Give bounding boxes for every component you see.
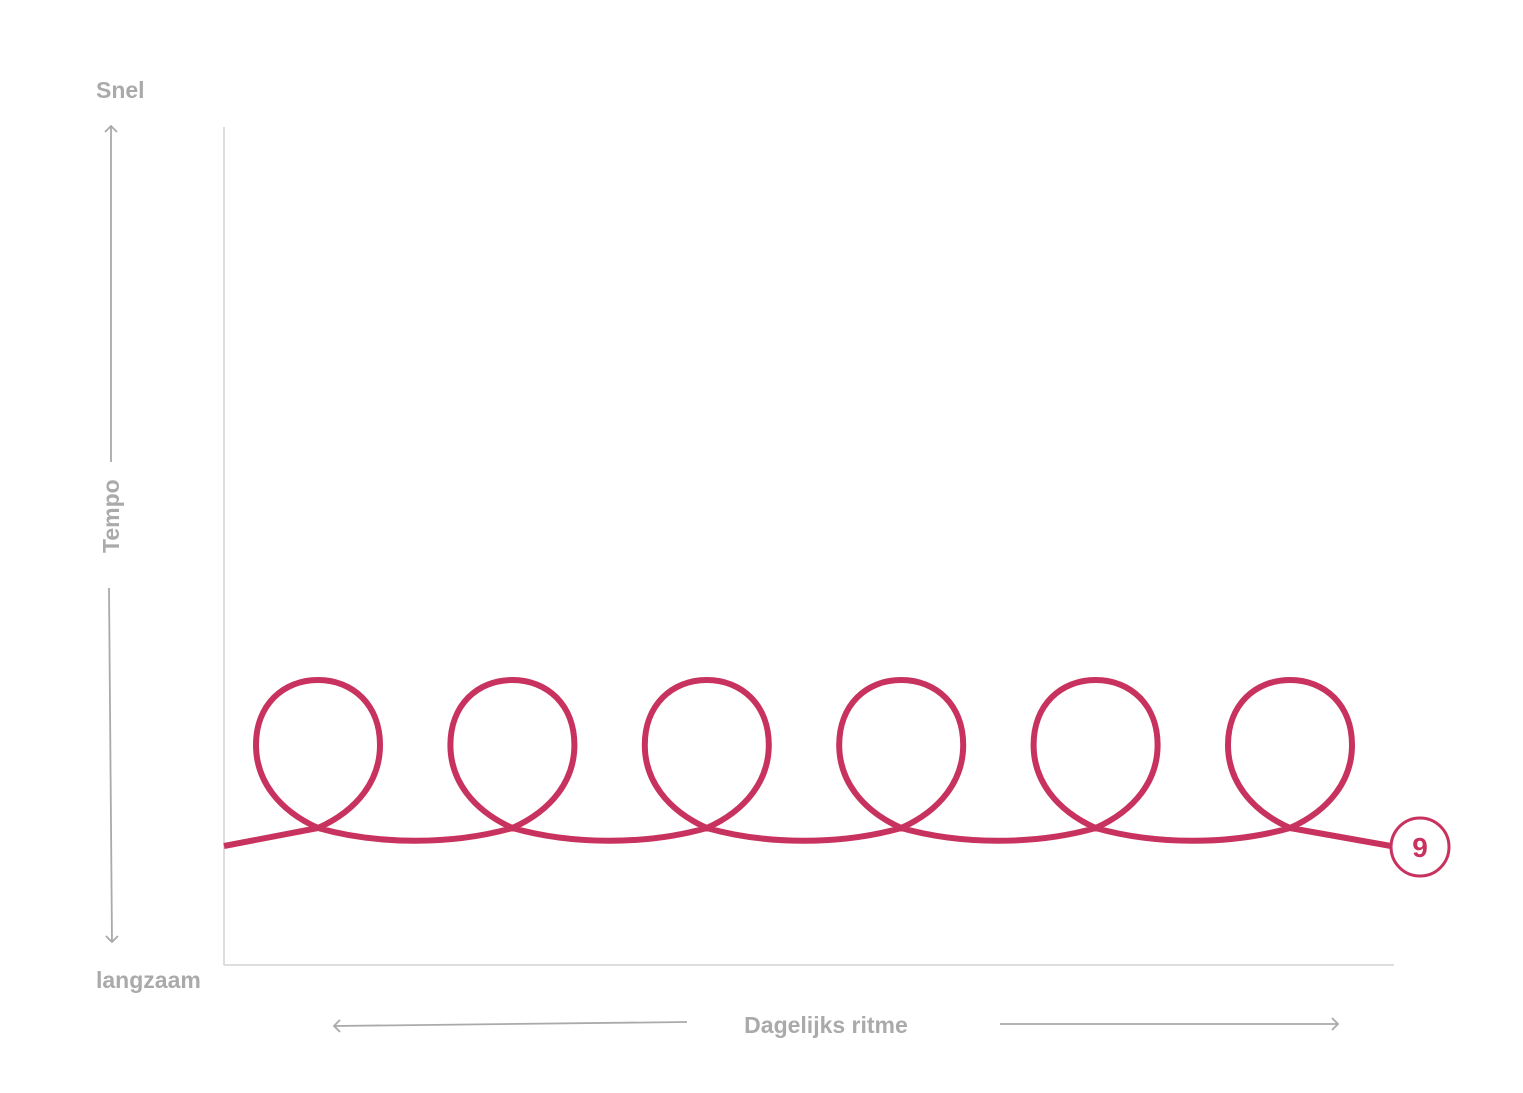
y-axis-top-label: Snel [96,77,145,103]
y-arrow-down [105,587,119,944]
y-axis-bottom-label: langzaam [96,967,201,993]
end-marker-label: 9 [1412,832,1428,863]
end-marker [1389,816,1451,878]
x-arrow-left [332,1019,688,1033]
x-axis-label: Dagelijks ritme [744,1012,908,1038]
loop-curve [223,677,1392,849]
y-axis-label: Tempo [98,479,124,553]
